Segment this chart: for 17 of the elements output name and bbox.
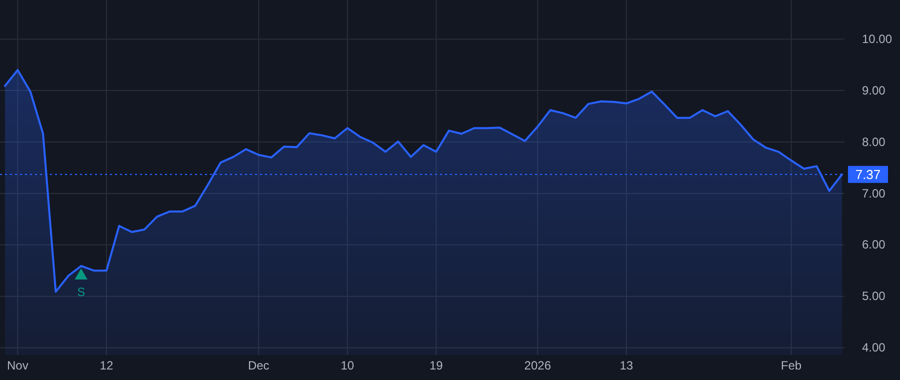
x-tick-label: 13 (620, 358, 634, 373)
y-tick-label: 8.00 (862, 134, 886, 149)
x-tick-label: 19 (430, 358, 444, 373)
x-tick-label: 12 (100, 358, 114, 373)
x-tick-label: 2026 (524, 358, 552, 373)
y-tick-label: 4.00 (862, 340, 886, 355)
annotation: S (77, 284, 86, 299)
x-tick-label: Feb (780, 358, 802, 373)
y-tick-label: 6.00 (862, 238, 886, 252)
y-tick-label: 7.00 (862, 186, 886, 200)
y-tick-label: 9.00 (862, 83, 886, 98)
y-tick-label: 5.00 (862, 289, 886, 304)
x-tick-label: Nov (7, 358, 28, 373)
y-tick-label: 10.00 (862, 32, 892, 46)
x-tick-label: 10 (340, 358, 354, 373)
x-tick-label: Dec (248, 358, 270, 373)
ref-line-label: 7.37 (855, 166, 881, 182)
